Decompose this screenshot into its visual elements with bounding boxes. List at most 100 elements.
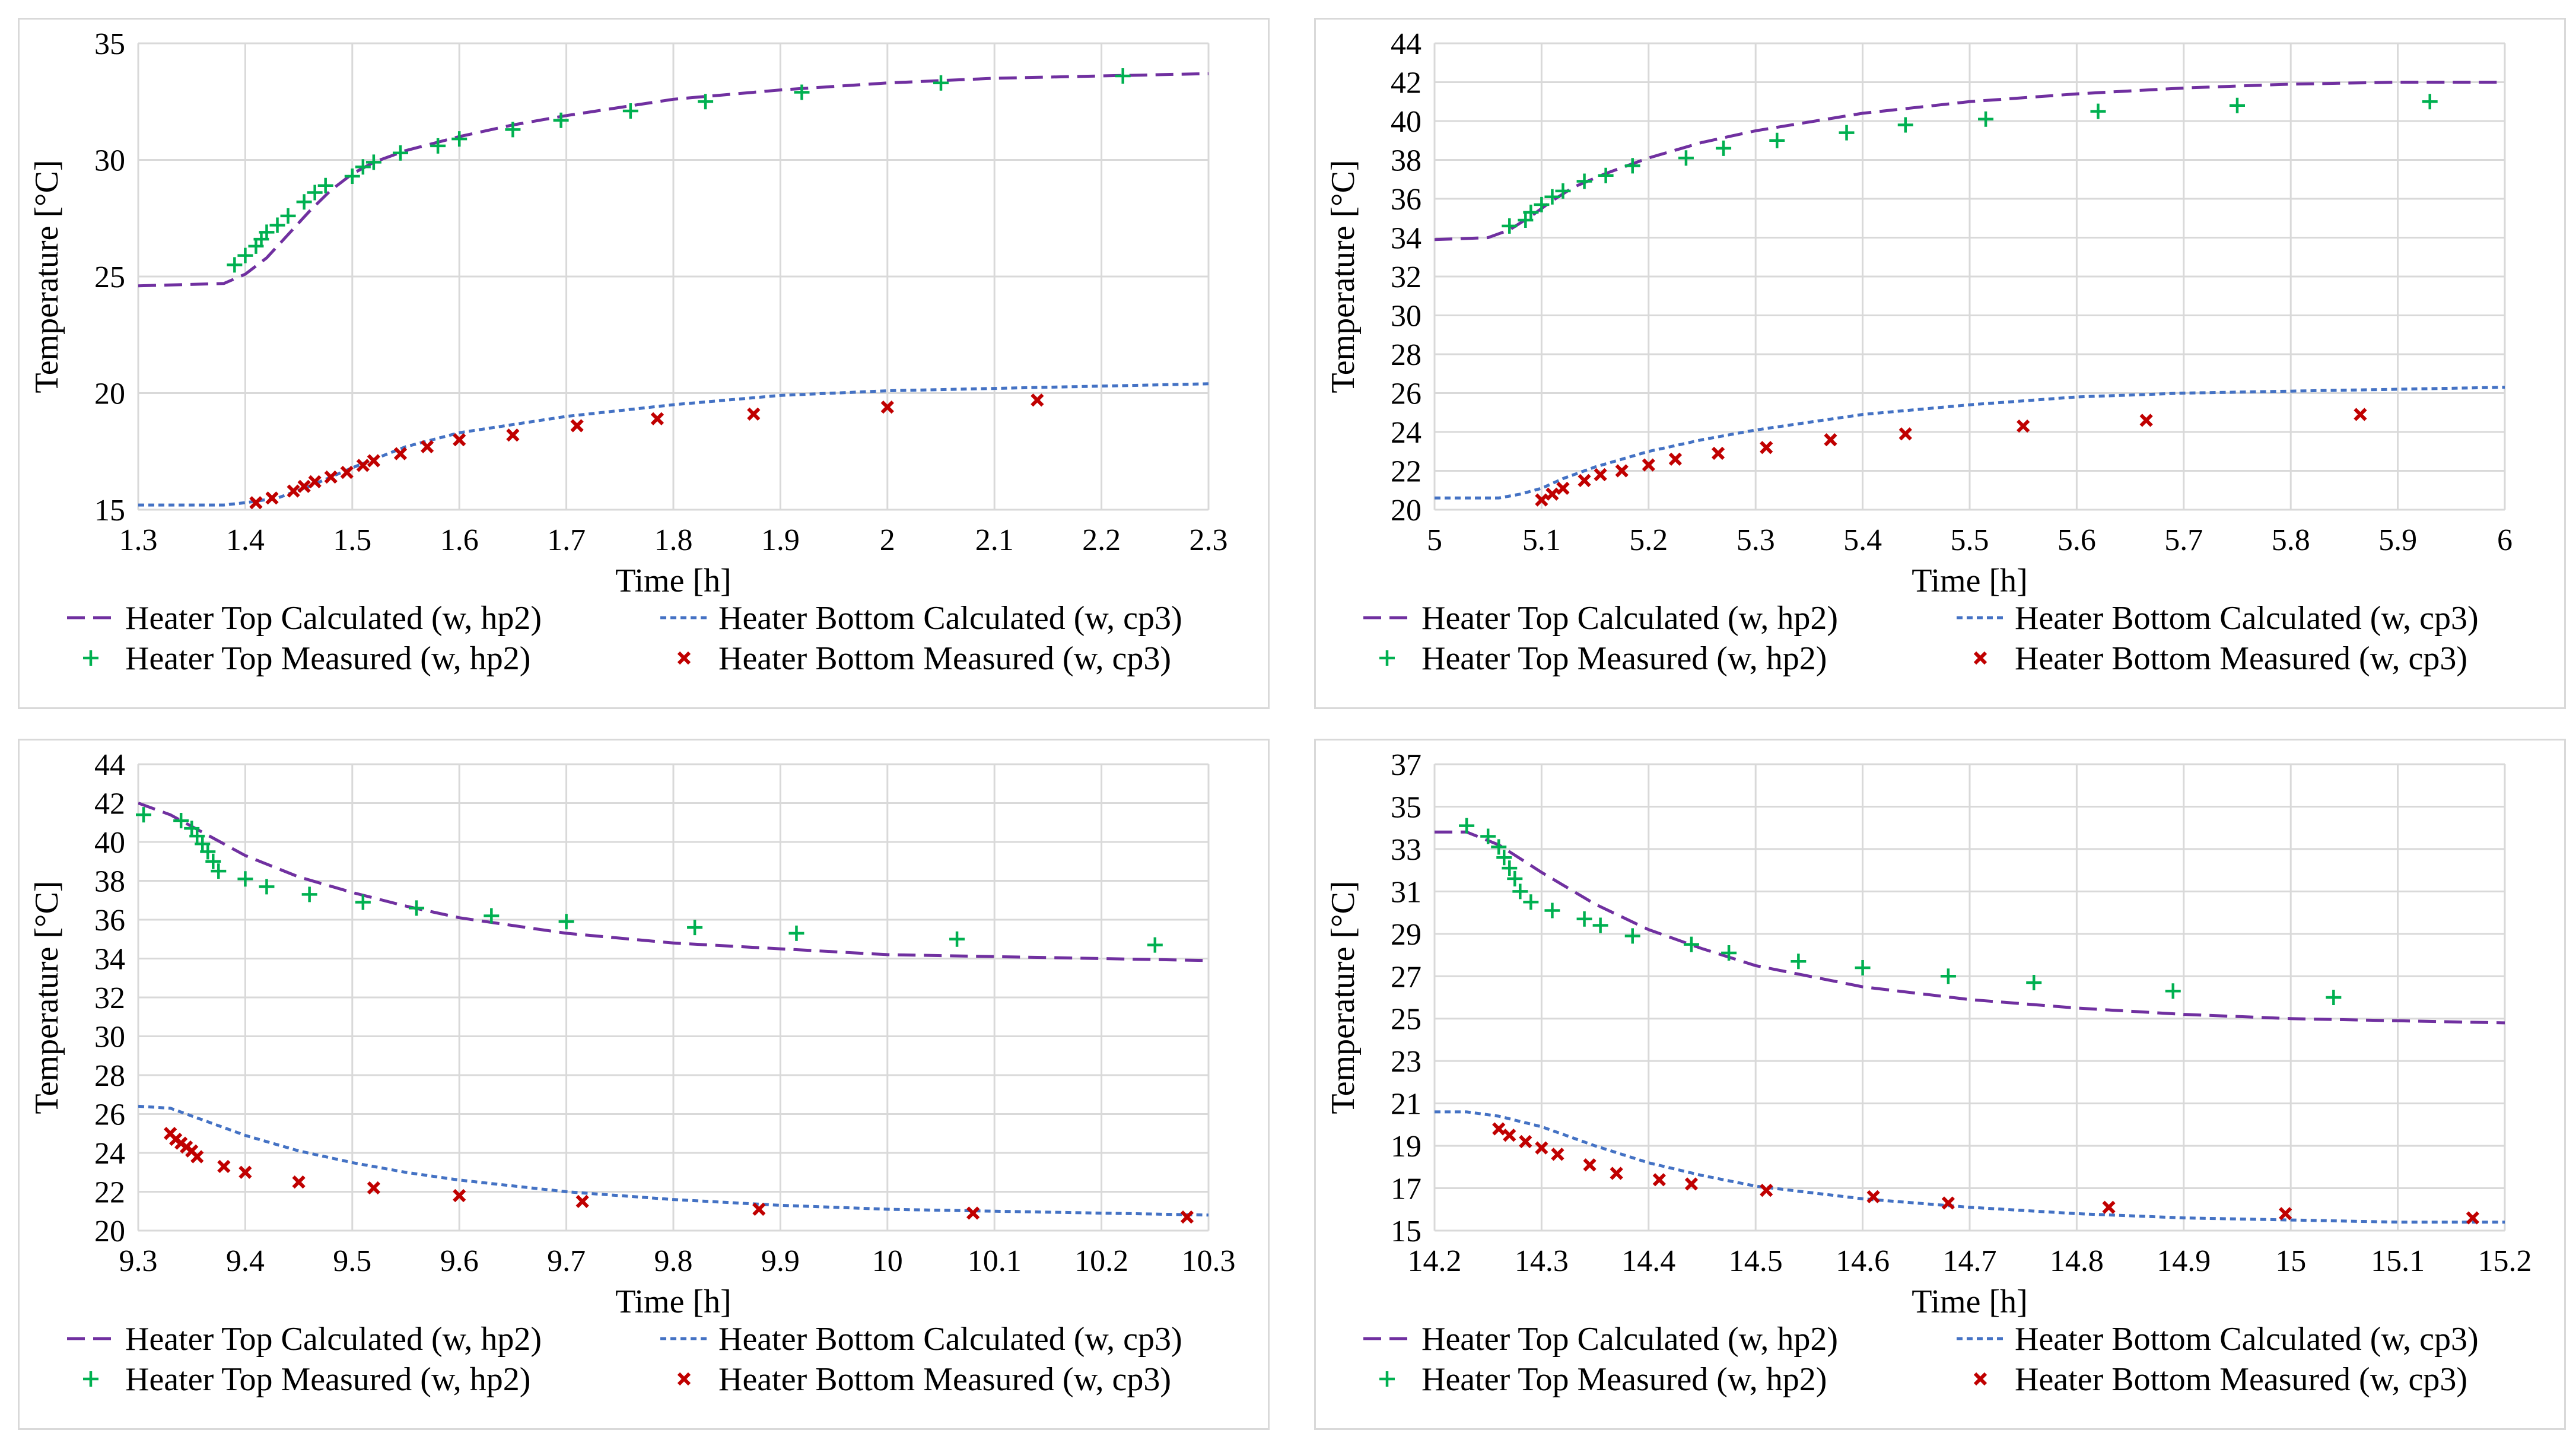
top-measured-point xyxy=(205,853,221,869)
top-measured-point xyxy=(355,159,371,175)
bottom-calculated-line xyxy=(1435,1110,2505,1224)
top-measured-point xyxy=(1523,204,1539,220)
series-4 xyxy=(1492,1122,2480,1225)
legend-swatch xyxy=(83,650,98,666)
bottom-measured-point xyxy=(1031,393,1044,407)
x-tick-label: 2.1 xyxy=(975,523,1014,557)
top-measured-point xyxy=(1839,125,1855,141)
legend-item-bottom-calc: Heater Bottom Calculated (w, cp3) xyxy=(1957,1321,2479,1358)
series-1 xyxy=(138,72,1209,288)
top-measured-point xyxy=(301,886,317,902)
y-tick-label: 31 xyxy=(1391,875,1421,909)
bottom-measured-point xyxy=(324,470,338,484)
bottom-measured-point xyxy=(1545,487,1559,501)
x-tick-label: 10 xyxy=(872,1244,903,1278)
x-tick-label: 9.3 xyxy=(119,1244,158,1278)
x-tick-label: 1.9 xyxy=(761,523,800,557)
legend-item-top-calc: Heater Top Calculated (w, hp2) xyxy=(1363,1321,1838,1358)
bottom-measured-point xyxy=(1503,1129,1516,1142)
top-measured-point xyxy=(259,879,275,895)
bottom-measured-point xyxy=(966,1206,980,1220)
y-tick-label: 15 xyxy=(94,494,125,527)
legend-swatch xyxy=(677,651,691,665)
chart-panel-3: 9.3 9.4 9.5 9.6 9.7 9.8 9.9 10 10.1 10.2 10.3 20 22 2… xyxy=(18,739,1270,1430)
top-measured-point xyxy=(553,112,569,128)
y-tick-label: 30 xyxy=(94,1021,125,1054)
x-tick-label: 1.3 xyxy=(119,523,158,557)
bottom-measured-point xyxy=(1594,468,1607,482)
series-4 xyxy=(163,1127,1194,1224)
series-2 xyxy=(1435,1110,2505,1224)
bottom-measured-point xyxy=(1760,441,1773,455)
bottom-measured-point xyxy=(340,465,354,479)
top-measured-point xyxy=(1544,189,1560,205)
legend-label: Heater Top Calculated (w, hp2) xyxy=(1421,1321,1838,1358)
bottom-measured-point xyxy=(265,491,279,505)
top-measured-point xyxy=(1496,850,1512,866)
y-tick-label: 29 xyxy=(1391,918,1421,952)
y-tick-label: 34 xyxy=(1391,222,1421,256)
bottom-measured-point xyxy=(1551,1148,1564,1161)
y-tick-label: 33 xyxy=(1391,833,1421,867)
bottom-measured-point xyxy=(2354,408,2367,421)
legend-item-top-calc: Heater Top Calculated (w, hp2) xyxy=(1363,600,1838,637)
legend: Heater Top Calculated (w, hp2) Heater Bot… xyxy=(67,600,1182,677)
top-measured-point xyxy=(1940,968,1956,984)
top-measured-point xyxy=(1769,132,1785,148)
legend-label: Heater Bottom Measured (w, cp3) xyxy=(718,1361,1171,1398)
bottom-measured-point xyxy=(393,447,408,460)
legend-item-bottom-calc: Heater Bottom Calculated (w, cp3) xyxy=(660,1321,1182,1358)
series-2 xyxy=(138,1104,1209,1217)
y-tick-label: 26 xyxy=(94,1098,125,1132)
top-measured-point xyxy=(1544,902,1560,919)
bottom-measured-point xyxy=(1642,458,1655,472)
top-measured-point xyxy=(430,138,446,154)
chart-svg: 14.2 14.3 14.4 14.5 14.6 14.7 14.8 14.9 15 15.1 15… xyxy=(1325,748,2532,1398)
top-measured-point xyxy=(1491,839,1507,855)
x-axis-title: Time [h] xyxy=(615,1283,732,1320)
legend-item-top-calc: Heater Top Calculated (w, hp2) xyxy=(67,600,542,637)
top-measured-point xyxy=(2230,97,2245,113)
bottom-measured-point xyxy=(453,433,466,447)
bottom-calculated-line xyxy=(138,382,1209,507)
series-3 xyxy=(1459,818,2342,1005)
x-tick-label: 9.9 xyxy=(761,1244,800,1278)
legend-swatch xyxy=(1973,651,1987,665)
bottom-measured-point xyxy=(506,428,520,442)
bottom-measured-point xyxy=(238,1165,252,1179)
y-tick-label: 20 xyxy=(94,377,125,411)
top-measured-point xyxy=(392,145,408,161)
series-1 xyxy=(138,802,1209,962)
bottom-measured-point xyxy=(1583,1158,1597,1172)
y-tick-label: 15 xyxy=(1391,1215,1421,1248)
x-tick-label: 14.3 xyxy=(1515,1244,1569,1278)
bottom-measured-point xyxy=(356,459,370,472)
bottom-measured-point xyxy=(1556,481,1570,495)
bottom-measured-point xyxy=(1866,1190,1880,1203)
y-tick-label: 42 xyxy=(94,787,125,821)
top-measured-point xyxy=(2326,990,2342,1005)
bottom-measured-point xyxy=(2102,1200,2116,1214)
legend-item-bottom-meas: Heater Bottom Measured (w, cp3) xyxy=(1973,1361,2467,1398)
top-measured-point xyxy=(1624,928,1640,944)
legend-label: Heater Bottom Calculated (w, cp3) xyxy=(2015,600,2479,637)
top-measured-point xyxy=(933,75,949,91)
bottom-measured-point xyxy=(747,407,761,421)
series-1 xyxy=(1435,830,2505,1025)
y-tick-label: 40 xyxy=(94,826,125,860)
y-tick-label: 28 xyxy=(94,1059,125,1093)
bottom-measured-point xyxy=(2279,1207,2292,1221)
y-tick-label: 42 xyxy=(1391,66,1421,100)
bottom-measured-point xyxy=(1668,452,1683,466)
x-tick-label: 2 xyxy=(880,523,895,557)
bottom-measured-point xyxy=(880,400,894,414)
series-2 xyxy=(1435,386,2505,500)
top-measured-point xyxy=(237,871,253,887)
series-2 xyxy=(138,382,1209,507)
bottom-measured-point xyxy=(1760,1183,1773,1197)
x-tick-label: 5.7 xyxy=(2164,523,2203,557)
x-tick-label: 9.4 xyxy=(226,1244,265,1278)
bottom-calculated-line xyxy=(138,1104,1209,1217)
series-3 xyxy=(1502,94,2438,234)
y-tick-label: 44 xyxy=(94,748,125,782)
